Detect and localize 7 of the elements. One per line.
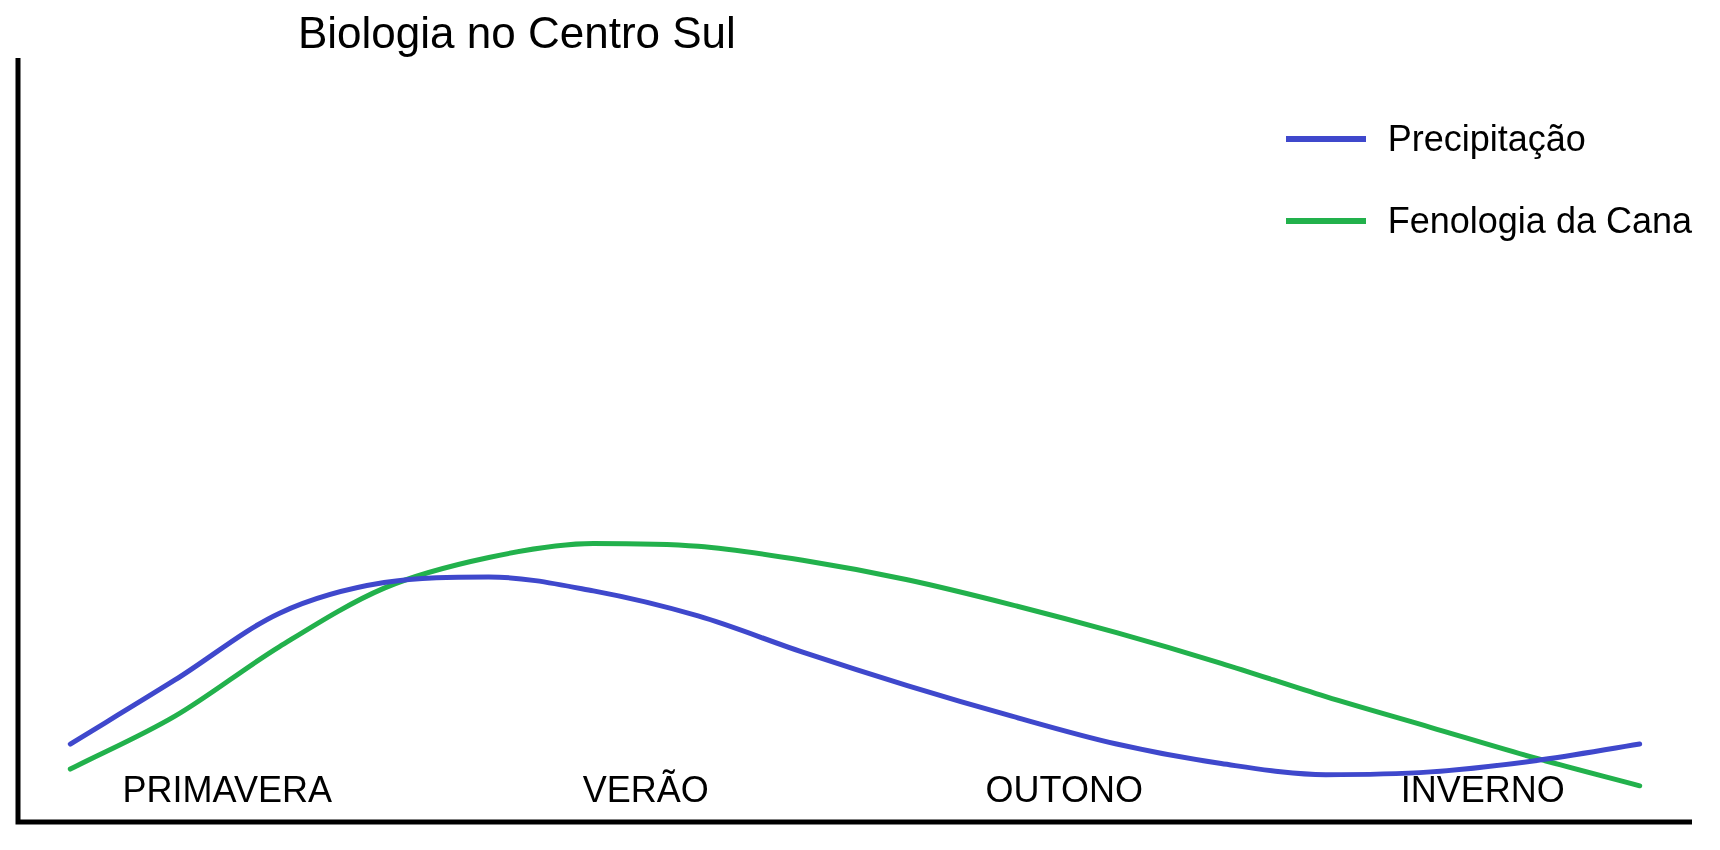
annotation: OUTONO <box>985 768 1143 810</box>
annotation: PRIMAVERA <box>122 768 332 810</box>
annotation: INVERNO <box>1400 768 1565 810</box>
legend-label: Fenologia da Cana <box>1387 200 1692 242</box>
chart-title: Biologia no Centro Sul <box>298 8 736 58</box>
legend-label: Precipitação <box>1387 118 1586 160</box>
annotation: VERÃO <box>582 768 709 810</box>
